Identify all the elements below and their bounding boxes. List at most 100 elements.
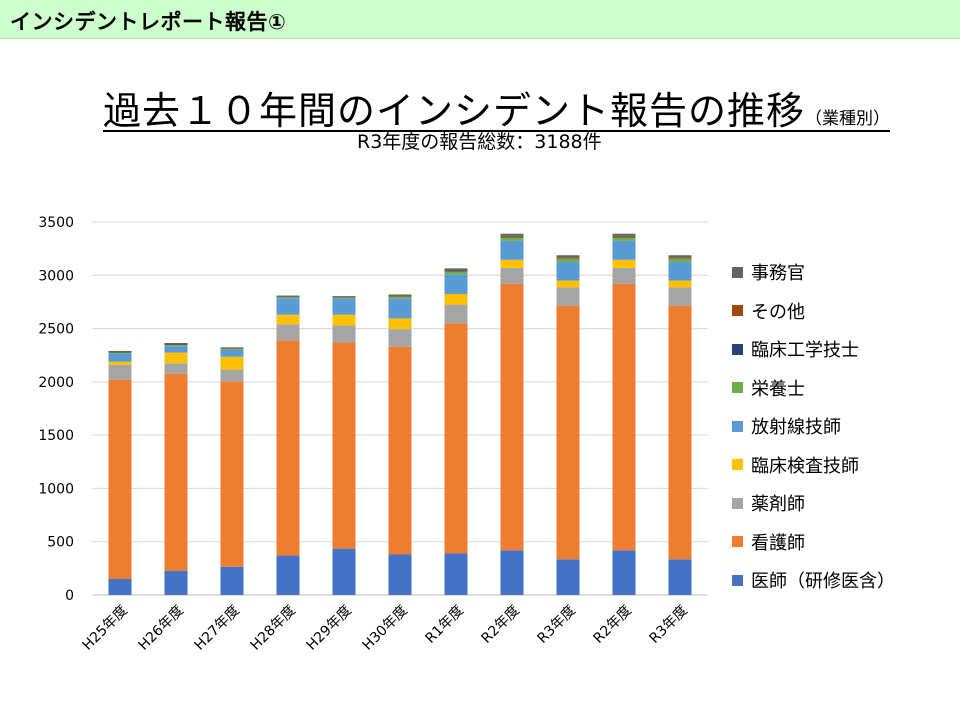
- legend-swatch: [732, 266, 743, 278]
- bar-segment: [220, 348, 244, 349]
- bar-segment: [108, 579, 132, 595]
- legend-swatch: [732, 420, 743, 432]
- legend-label: 臨床検査技師: [751, 455, 859, 477]
- bar-segment: [500, 283, 524, 551]
- bar-segment: [668, 257, 692, 259]
- bar-segment: [668, 261, 692, 281]
- legend-label: 医師（研修医含）: [751, 571, 895, 593]
- bar-segment: [444, 553, 468, 595]
- legend-item: 事務官: [732, 253, 942, 292]
- y-tick-label: 3500: [38, 215, 74, 231]
- bar-segment: [556, 257, 580, 259]
- bar-segment: [500, 237, 524, 241]
- y-tick-label: 0: [65, 588, 74, 604]
- page-title-main: 過去１０年間のインシデント報告の推移: [103, 89, 806, 133]
- bar-segment: [612, 235, 636, 237]
- bar-segment: [444, 274, 468, 294]
- bar-segment: [108, 361, 132, 365]
- legend-item: 医師（研修医含）: [732, 561, 942, 600]
- bar-segment: [164, 352, 188, 364]
- chart-legend: 事務官 その他 臨床工学技士 栄養士 放射線技師 臨床検査技師 薬剤師 看護師 医師（研修医含）: [732, 253, 942, 600]
- bar-segment: [108, 379, 132, 580]
- bar-segment: [220, 349, 244, 357]
- bar-segment: [276, 296, 300, 298]
- bar-segment: [332, 297, 356, 299]
- bar-segment: [108, 353, 132, 362]
- legend-swatch: [732, 382, 743, 394]
- y-tick-label: 2000: [38, 375, 74, 391]
- bar-segment: [164, 363, 188, 374]
- bar-segment: [556, 261, 580, 281]
- x-tick-label: R2年度: [479, 603, 523, 647]
- bar-segment: [556, 258, 580, 262]
- bar-segment: [332, 296, 356, 297]
- x-tick-label: H26年度: [136, 603, 187, 654]
- bar-segment: [500, 235, 524, 237]
- x-tick-label: H30年度: [360, 603, 411, 654]
- bar-segment: [220, 381, 244, 567]
- bar-segment: [108, 351, 132, 353]
- y-tick-label: 2500: [38, 322, 74, 338]
- bar-segment: [388, 329, 412, 347]
- bar-segment: [108, 352, 132, 354]
- bar-segment: [612, 259, 636, 268]
- legend-swatch: [732, 574, 743, 586]
- bar-segment: [164, 342, 188, 345]
- legend-label: 臨床工学技士: [751, 340, 859, 362]
- bar-segment: [612, 236, 636, 238]
- bar-segment: [612, 550, 636, 595]
- bar-segment: [612, 267, 636, 284]
- x-tick-label: R2年度: [591, 603, 635, 647]
- bar-segment: [164, 571, 188, 595]
- bar-segment: [164, 344, 188, 346]
- bar-segment: [220, 369, 244, 382]
- x-tick-label: H29年度: [304, 603, 355, 654]
- bar-segment: [612, 283, 636, 551]
- bar-segment: [444, 270, 468, 272]
- bar-segment: [500, 233, 524, 236]
- bar-segment: [500, 267, 524, 284]
- legend-item: 薬剤師: [732, 484, 942, 523]
- bar-segment: [668, 280, 692, 288]
- bar-segment: [444, 271, 468, 272]
- legend-label: 放射線技師: [751, 417, 841, 439]
- bar-segment: [164, 345, 188, 347]
- bar-segment: [220, 356, 244, 370]
- page-title-suffix: （業種別）: [805, 109, 891, 129]
- bar-segment: [220, 566, 244, 595]
- legend-label: 事務官: [751, 263, 805, 285]
- legend-swatch: [732, 343, 743, 355]
- legend-label: その他: [751, 301, 805, 323]
- bar-segment: [388, 554, 412, 595]
- x-tick-label: R3年度: [535, 603, 579, 647]
- bar-segment: [388, 295, 412, 297]
- bar-segment: [556, 258, 580, 259]
- bar-segment: [108, 352, 132, 353]
- bar-segment: [556, 305, 580, 560]
- bar-segment: [444, 271, 468, 275]
- legend-item: 栄養士: [732, 369, 942, 408]
- bar-segment: [276, 296, 300, 297]
- legend-item: その他: [732, 292, 942, 331]
- bar-segment: [388, 296, 412, 299]
- bar-segment: [668, 559, 692, 595]
- bar-segment: [612, 233, 636, 236]
- bar-segment: [164, 346, 188, 353]
- bar-segment: [444, 268, 468, 271]
- y-tick-label: 500: [47, 535, 74, 551]
- bar-segment: [108, 364, 132, 380]
- bar-segment: [668, 255, 692, 258]
- y-tick-label: 3000: [38, 268, 74, 284]
- x-tick-label: H25年度: [80, 603, 131, 654]
- bar-segment: [220, 347, 244, 349]
- bar-segment: [108, 350, 132, 352]
- bar-segment: [276, 340, 300, 556]
- bar-segment: [332, 548, 356, 595]
- header-title: インシデントレポート報告①: [10, 10, 287, 34]
- bar-segment: [500, 236, 524, 238]
- bar-segment: [276, 314, 300, 325]
- bar-segment: [388, 346, 412, 555]
- bar-segment: [444, 323, 468, 554]
- legend-label: 薬剤師: [751, 494, 805, 516]
